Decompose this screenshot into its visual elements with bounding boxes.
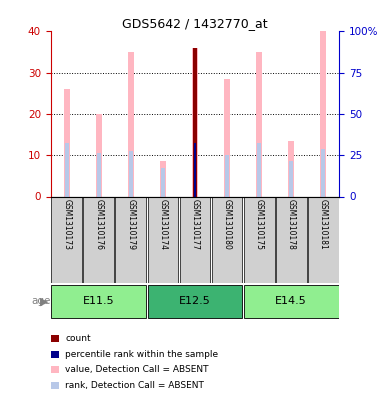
Bar xyxy=(193,143,197,196)
Text: GSM1310179: GSM1310179 xyxy=(126,199,135,250)
Bar xyxy=(51,285,146,318)
Title: GDS5642 / 1432770_at: GDS5642 / 1432770_at xyxy=(122,17,268,30)
Bar xyxy=(289,162,293,196)
Text: GSM1310181: GSM1310181 xyxy=(319,199,328,250)
Text: E11.5: E11.5 xyxy=(83,296,115,306)
Bar xyxy=(321,149,325,196)
Text: GSM1310173: GSM1310173 xyxy=(62,199,71,250)
Text: count: count xyxy=(65,334,91,343)
Bar xyxy=(244,196,275,283)
Text: GSM1310180: GSM1310180 xyxy=(223,199,232,250)
Bar xyxy=(147,196,178,283)
Bar xyxy=(180,196,210,283)
Bar xyxy=(193,48,197,196)
Text: E12.5: E12.5 xyxy=(179,296,211,306)
Bar xyxy=(320,31,326,196)
Text: ▶: ▶ xyxy=(40,297,49,307)
Text: GSM1310175: GSM1310175 xyxy=(255,199,264,250)
Text: age: age xyxy=(31,296,51,306)
Text: value, Detection Call = ABSENT: value, Detection Call = ABSENT xyxy=(65,365,209,374)
Bar xyxy=(276,196,307,283)
Bar xyxy=(128,52,134,196)
Text: rank, Detection Call = ABSENT: rank, Detection Call = ABSENT xyxy=(65,381,204,390)
Bar xyxy=(129,151,133,196)
Bar xyxy=(147,285,243,318)
Bar xyxy=(244,285,339,318)
Bar xyxy=(288,141,294,196)
Bar xyxy=(257,143,261,196)
Bar xyxy=(115,196,146,283)
Text: GSM1310178: GSM1310178 xyxy=(287,199,296,250)
Text: E14.5: E14.5 xyxy=(275,296,307,306)
Bar xyxy=(97,153,101,196)
Text: percentile rank within the sample: percentile rank within the sample xyxy=(65,350,218,358)
Text: GSM1310177: GSM1310177 xyxy=(190,199,200,250)
Bar xyxy=(308,196,339,283)
Bar xyxy=(161,167,165,196)
Bar xyxy=(212,196,243,283)
Bar xyxy=(192,48,198,196)
Bar xyxy=(83,196,114,283)
Bar xyxy=(256,52,262,196)
Text: GSM1310174: GSM1310174 xyxy=(158,199,167,250)
Bar xyxy=(160,162,166,196)
Bar xyxy=(64,89,70,196)
Bar xyxy=(65,143,69,196)
Bar xyxy=(194,143,196,196)
Bar xyxy=(225,155,229,196)
Bar xyxy=(51,196,82,283)
Text: GSM1310176: GSM1310176 xyxy=(94,199,103,250)
Bar xyxy=(96,114,102,196)
Bar xyxy=(224,79,230,196)
